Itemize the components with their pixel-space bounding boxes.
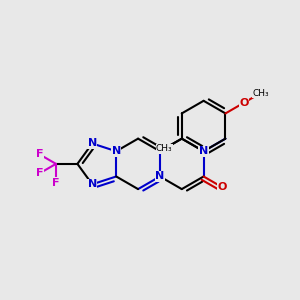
Text: N: N [88, 139, 97, 148]
Text: CH₃: CH₃ [156, 144, 172, 153]
Text: F: F [36, 149, 43, 159]
Text: O: O [239, 98, 249, 108]
Text: CH₃: CH₃ [252, 89, 269, 98]
Text: O: O [218, 182, 227, 192]
Text: N: N [155, 172, 164, 182]
Text: N: N [199, 146, 208, 156]
Text: N: N [112, 146, 121, 156]
Text: F: F [52, 178, 60, 188]
Text: F: F [36, 168, 43, 178]
Text: N: N [88, 179, 97, 189]
